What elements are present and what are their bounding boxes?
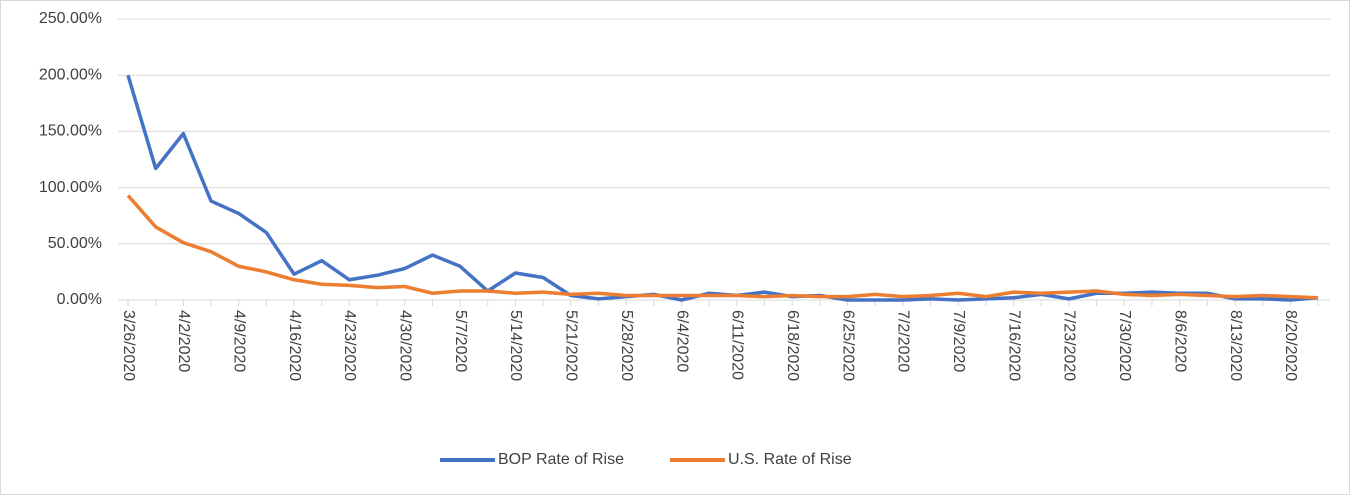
y-tick-label: 100.00% xyxy=(39,179,102,196)
x-tick-label: 3/26/2020 xyxy=(120,310,137,381)
x-tick-label: 4/9/2020 xyxy=(230,310,247,372)
y-tick-label: 150.00% xyxy=(39,123,102,140)
y-tick-label: 200.00% xyxy=(39,66,102,83)
x-tick-label: 7/2/2020 xyxy=(895,310,912,372)
x-tick-label: 7/30/2020 xyxy=(1116,310,1133,381)
x-tick-label: 8/20/2020 xyxy=(1282,310,1299,381)
x-tick-label: 6/25/2020 xyxy=(839,310,856,381)
x-tick-label: 5/14/2020 xyxy=(507,310,524,381)
x-tick-label: 8/6/2020 xyxy=(1171,310,1188,372)
x-tick-label: 7/9/2020 xyxy=(950,310,967,372)
x-tick-label: 8/13/2020 xyxy=(1227,310,1244,381)
line-series xyxy=(126,194,1319,300)
x-tick-label: 4/16/2020 xyxy=(286,310,303,381)
x-tick-label: 6/11/2020 xyxy=(729,310,746,380)
y-tick-label: 0.00% xyxy=(57,291,102,308)
x-tick-label: 6/18/2020 xyxy=(784,310,801,381)
x-tick-label: 5/28/2020 xyxy=(618,310,635,381)
x-tick-label: 4/30/2020 xyxy=(397,310,414,381)
x-tick-label: 7/23/2020 xyxy=(1061,310,1078,381)
legend-label: U.S. Rate of Rise xyxy=(728,451,852,468)
x-tick-label: 5/21/2020 xyxy=(563,310,580,381)
x-tick-label: 7/16/2020 xyxy=(1005,310,1022,381)
x-tick-label: 4/23/2020 xyxy=(341,310,358,381)
legend-label: BOP Rate of Rise xyxy=(498,451,624,468)
x-tick-label: 5/7/2020 xyxy=(452,310,469,372)
x-tick-label: 4/2/2020 xyxy=(175,310,192,372)
y-tick-label: 250.00% xyxy=(39,10,102,27)
x-tick-label: 6/4/2020 xyxy=(673,310,690,372)
y-tick-label: 50.00% xyxy=(48,235,102,252)
